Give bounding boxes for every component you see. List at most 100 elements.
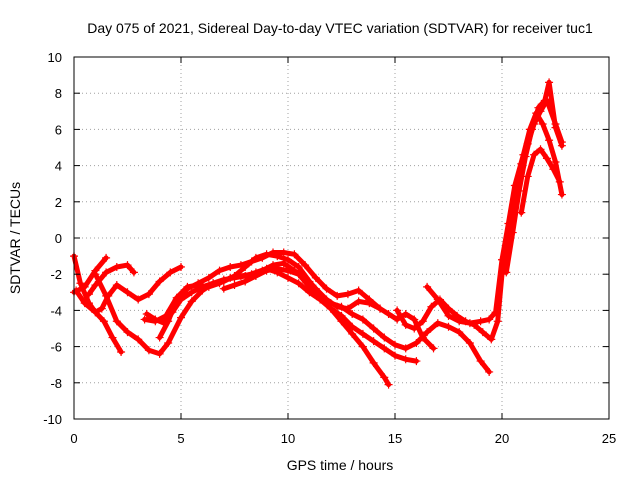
- data-point: [551, 123, 560, 132]
- data-point: [284, 255, 292, 264]
- data-point: [112, 262, 121, 271]
- data-point: [542, 154, 551, 163]
- data-point: [215, 279, 224, 288]
- data-point: [557, 141, 566, 150]
- x-tick-labels: 0 5 10 15 20 25: [70, 431, 616, 446]
- data-points: [70, 78, 566, 389]
- data-point: [348, 322, 357, 331]
- data-point: [502, 268, 511, 277]
- data-point: [294, 262, 303, 271]
- data-point: [423, 282, 432, 291]
- data-point: [164, 338, 173, 347]
- data-point: [108, 333, 117, 342]
- data-point: [551, 157, 560, 166]
- data-point: [358, 329, 367, 338]
- y-tick-label: -2: [50, 267, 62, 282]
- data-point: [412, 338, 421, 347]
- data-point: [305, 282, 314, 291]
- data-point: [215, 266, 224, 275]
- data-point: [455, 317, 464, 326]
- data-point: [376, 304, 385, 313]
- data-point: [487, 335, 496, 344]
- data-point: [301, 261, 310, 270]
- y-tick-label: 2: [55, 195, 62, 210]
- series-line: [73, 264, 184, 315]
- series-track-5: [91, 250, 393, 389]
- series-line: [424, 110, 565, 326]
- data-point: [515, 186, 524, 195]
- series-track-8: [155, 248, 385, 342]
- chart-title: Day 075 of 2021, Sidereal Day-to-day VTE…: [87, 20, 593, 36]
- data-point: [166, 268, 175, 277]
- data-point: [384, 380, 393, 389]
- data-point: [311, 273, 320, 282]
- data-point: [393, 306, 402, 315]
- data-point: [534, 103, 543, 112]
- data-point: [401, 344, 410, 353]
- data-point: [410, 324, 419, 333]
- data-point: [343, 290, 352, 299]
- data-point: [326, 299, 335, 308]
- data-point: [369, 358, 378, 367]
- data-point: [144, 346, 153, 355]
- data-point: [273, 264, 282, 273]
- data-point: [172, 295, 181, 304]
- data-point: [418, 317, 427, 326]
- y-tick-label: 8: [55, 86, 62, 101]
- data-point: [144, 290, 153, 299]
- data-point: [427, 302, 436, 311]
- data-point: [358, 342, 367, 351]
- data-point: [230, 281, 239, 290]
- grid-lines: [74, 57, 609, 419]
- data-point: [251, 272, 260, 281]
- series-track-3: [72, 262, 185, 317]
- y-tick-label: 6: [55, 122, 62, 137]
- data-point: [112, 281, 121, 290]
- data-point: [269, 248, 278, 257]
- data-point: [84, 290, 93, 299]
- x-axis-label: GPS time / hours: [287, 457, 394, 473]
- data-point: [322, 284, 331, 293]
- data-point: [236, 261, 245, 270]
- data-point: [183, 284, 192, 293]
- data-point: [290, 250, 299, 259]
- data-point: [187, 297, 196, 306]
- data-point: [536, 145, 545, 154]
- series-track-11: [423, 109, 566, 328]
- data-point: [140, 315, 149, 324]
- series-track-13: [517, 145, 564, 217]
- data-point: [465, 338, 474, 347]
- data-point: [76, 279, 85, 288]
- data-point: [123, 288, 132, 297]
- data-point: [284, 266, 292, 275]
- x-tick-label: 5: [177, 431, 184, 446]
- data-point: [380, 333, 389, 342]
- series-line: [157, 250, 383, 341]
- series-track-9: [219, 264, 494, 376]
- data-point: [337, 311, 346, 320]
- data-point: [151, 317, 160, 326]
- data-point: [177, 313, 185, 322]
- data-point: [369, 324, 378, 333]
- data-point: [91, 308, 100, 317]
- data-point: [444, 322, 453, 331]
- data-point: [465, 319, 474, 328]
- data-point: [510, 181, 519, 190]
- data-point: [155, 333, 164, 342]
- data-point: [279, 259, 288, 268]
- data-point: [129, 268, 138, 277]
- data-point: [521, 152, 530, 161]
- x-tick-label: 15: [388, 431, 402, 446]
- data-point: [155, 349, 164, 358]
- y-tick-label: 4: [55, 159, 62, 174]
- data-point: [369, 337, 378, 346]
- data-point: [354, 297, 363, 306]
- data-point: [557, 190, 566, 199]
- series-track-4: [84, 261, 138, 299]
- data-point: [134, 295, 143, 304]
- data-point: [80, 299, 89, 308]
- data-point: [177, 262, 185, 271]
- data-point: [348, 329, 357, 338]
- x-tick-label: 0: [70, 431, 77, 446]
